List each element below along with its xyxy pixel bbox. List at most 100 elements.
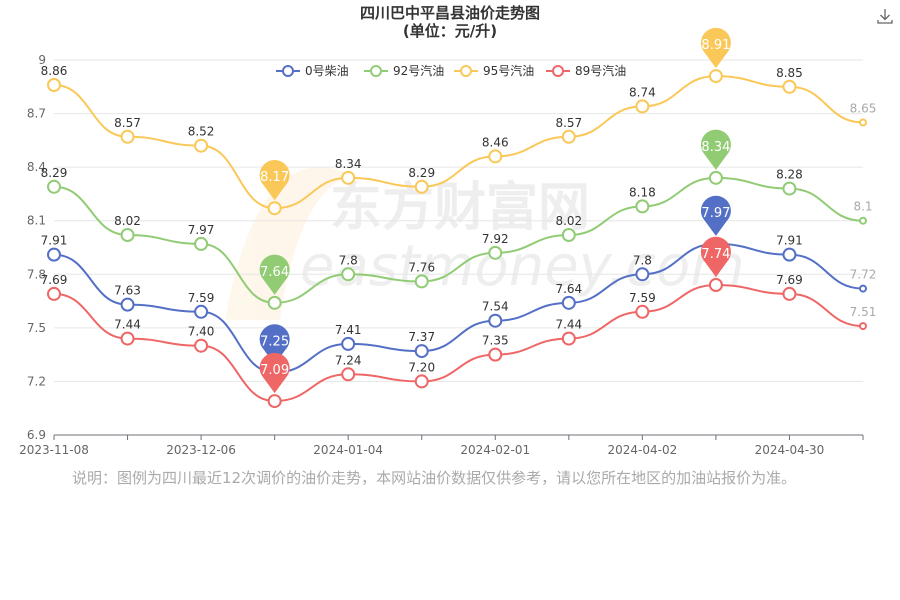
- y-tick-label: 6.9: [27, 428, 46, 442]
- data-point: [414, 179, 429, 194]
- series-1: 8.29 8.02 7.97 7.8 7.76 7.92 8.02 8.18 8.28 8.1 8.…: [41, 129, 873, 310]
- marker-pin: [700, 129, 731, 170]
- data-label: 7.91: [776, 234, 803, 248]
- data-point: [414, 344, 429, 359]
- x-tick-label: 2023-12-06: [166, 443, 236, 457]
- data-point: [708, 69, 723, 84]
- data-point: [194, 236, 209, 251]
- data-point: [635, 304, 650, 319]
- data-point: [341, 170, 356, 185]
- data-label: 8.85: [776, 66, 803, 80]
- series-0: 7.91 7.63 7.59 7.41 7.37 7.54 7.64 7.8 7.91 7.72 7…: [41, 195, 877, 380]
- marker-pin-label: 7.97: [701, 206, 730, 221]
- download-icon[interactable]: [876, 7, 894, 25]
- data-label: 8.86: [41, 64, 68, 78]
- data-label: 8.74: [629, 85, 656, 99]
- marker-pin-label: 8.91: [701, 38, 730, 53]
- marker-pin: [259, 160, 290, 201]
- legend-marker: [552, 65, 564, 77]
- chart-title: 四川巴中平昌县油价走势图: [359, 4, 540, 22]
- data-point: [561, 295, 576, 310]
- marker-pin: [700, 236, 731, 277]
- data-label: 8.29: [41, 166, 68, 180]
- legend-label: 92号汽油: [393, 63, 444, 78]
- data-label: 8.02: [555, 214, 582, 228]
- marker-pin: [700, 195, 731, 236]
- data-label: 8.57: [555, 116, 582, 130]
- y-tick-label: 8.7: [27, 107, 46, 121]
- data-label: 7.76: [408, 260, 435, 274]
- data-point: [782, 79, 797, 94]
- data-label: 7.69: [41, 273, 68, 287]
- data-label: 7.54: [482, 300, 509, 314]
- marker-pin: [700, 27, 731, 69]
- data-point: [782, 286, 797, 301]
- x-tick-label: 2024-04-30: [755, 443, 825, 457]
- data-label: 7.20: [408, 360, 435, 374]
- chart-subtitle: (单位：元/升): [402, 22, 498, 40]
- data-label: 7.8: [339, 253, 358, 267]
- data-point: [120, 297, 135, 312]
- data-label: 8.52: [188, 125, 215, 139]
- marker-pin-label: 8.17: [260, 170, 289, 185]
- legend-label: 0号柴油: [305, 64, 349, 78]
- data-label: 8.65: [850, 102, 877, 116]
- data-point: [488, 313, 503, 328]
- data-point: [47, 286, 61, 301]
- series-2: 8.86 8.57 8.52 8.34 8.29 8.46 8.57 8.74 8.85 8.65…: [41, 27, 877, 216]
- data-label: 7.59: [629, 291, 656, 305]
- legend-label: 89号汽油: [575, 63, 626, 78]
- data-point: [708, 170, 723, 185]
- data-point: [267, 295, 282, 310]
- y-tick-label: 7.2: [27, 374, 46, 388]
- data-label: 7.41: [335, 323, 362, 337]
- data-point: [267, 201, 282, 216]
- marker-pin-label: 7.25: [260, 335, 289, 350]
- data-point: [635, 99, 650, 114]
- data-point: [414, 374, 429, 389]
- data-point: [194, 138, 209, 153]
- data-label: 7.97: [188, 223, 215, 237]
- data-point: [782, 247, 797, 262]
- marker-pin: [259, 324, 290, 365]
- data-label: 7.8: [633, 253, 652, 267]
- data-label: 8.34: [335, 157, 362, 171]
- data-label: 7.91: [41, 234, 68, 248]
- data-point: [194, 304, 209, 319]
- data-point: [782, 181, 797, 196]
- data-label: 8.1: [853, 200, 872, 214]
- legend-label: 95号汽油: [483, 63, 534, 78]
- data-point: [859, 118, 867, 127]
- data-label: 8.02: [114, 214, 141, 228]
- marker-pin-label: 7.09: [260, 363, 289, 378]
- data-point: [341, 267, 356, 282]
- data-label: 7.92: [482, 232, 509, 246]
- data-point: [488, 149, 503, 164]
- data-point: [561, 129, 576, 144]
- data-point: [341, 336, 356, 351]
- x-tick-label: 2023-11-08: [19, 443, 89, 457]
- data-point: [47, 179, 61, 194]
- data-point: [120, 129, 135, 144]
- data-point: [267, 394, 282, 409]
- data-label: 8.57: [114, 116, 141, 130]
- data-point: [561, 331, 576, 346]
- marker-pin: [259, 352, 290, 394]
- data-point: [488, 347, 503, 362]
- y-tick-label: 7.8: [27, 267, 46, 281]
- data-label: 7.69: [776, 273, 803, 287]
- data-point: [120, 331, 135, 346]
- data-label: 7.64: [555, 282, 582, 296]
- data-point: [708, 278, 723, 292]
- y-tick-label: 8.4: [27, 160, 46, 174]
- series-line: [53, 283, 864, 403]
- y-tick-label: 8.1: [27, 214, 46, 228]
- data-point: [635, 267, 650, 282]
- y-tick-label: 7.5: [27, 321, 46, 335]
- marker-pin-label: 8.34: [701, 140, 730, 155]
- data-point: [859, 284, 867, 293]
- data-label: 8.46: [482, 135, 509, 149]
- data-label: 7.37: [408, 330, 435, 344]
- data-label: 7.72: [850, 268, 877, 282]
